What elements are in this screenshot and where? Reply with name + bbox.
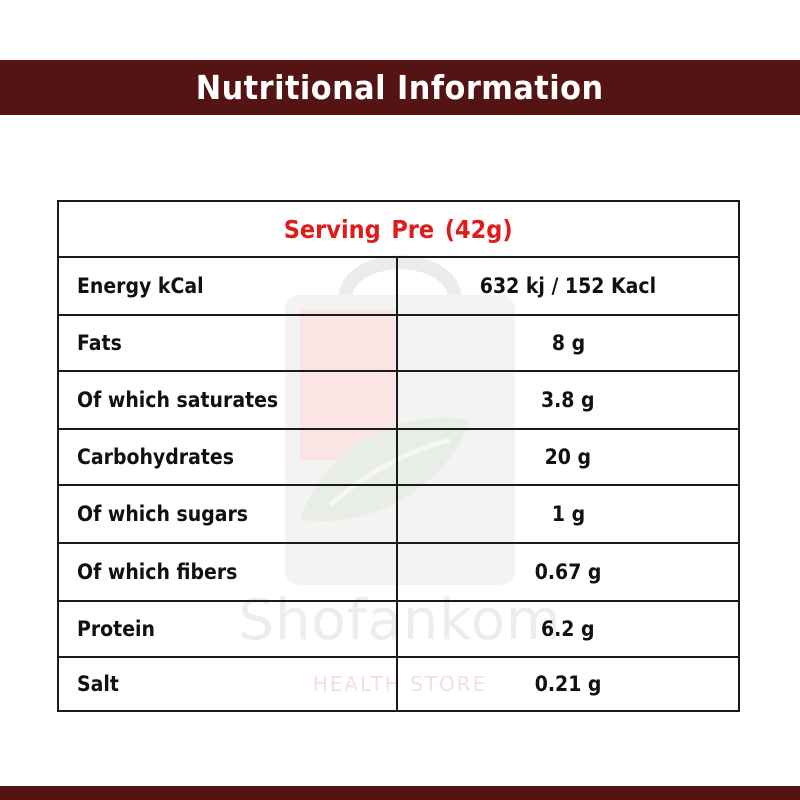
header-bar: Nutritional Information [0, 60, 800, 115]
nutrient-value: 0.21 g [534, 672, 602, 696]
nutrition-table: Serving Pre (42g) Energy kCal 632 kj / 1… [57, 200, 740, 712]
table-row: Fats 8 g [59, 316, 738, 372]
nutrient-label: Salt [59, 658, 398, 710]
serving-size: Serving Pre (42g) [284, 214, 513, 244]
page-title: Nutritional Information [196, 68, 604, 107]
table-row: Energy kCal 632 kj / 152 Kacl [59, 258, 738, 316]
nutrient-label: Energy kCal [59, 258, 398, 314]
nutrient-label: Of which sugars [59, 486, 398, 542]
nutrient-value: 3.8 g [541, 388, 595, 412]
nutrient-value: 6.2 g [541, 617, 595, 641]
footer-bar [0, 786, 800, 800]
table-row: Of which fibers 0.67 g [59, 544, 738, 602]
nutrient-value: 632 kj / 152 Kacl [479, 274, 657, 298]
nutrient-value: 8 g [551, 331, 585, 355]
nutrient-value: 0.67 g [534, 560, 602, 584]
table-row: Salt 0.21 g [59, 658, 738, 710]
table-row: Protein 6.2 g [59, 602, 738, 658]
nutrient-label: Of which fibers [59, 544, 398, 600]
nutrient-label: Carbohydrates [59, 430, 398, 484]
nutrient-value: 20 g [544, 445, 592, 469]
table-row: Carbohydrates 20 g [59, 430, 738, 486]
nutrient-label: Of which saturates [59, 372, 398, 428]
table-row: Of which saturates 3.8 g [59, 372, 738, 430]
table-row: Of which sugars 1 g [59, 486, 738, 544]
nutrient-label: Protein [59, 602, 398, 656]
nutrient-value: 1 g [551, 502, 585, 526]
nutrient-label: Fats [59, 316, 398, 370]
serving-row: Serving Pre (42g) [59, 202, 738, 258]
